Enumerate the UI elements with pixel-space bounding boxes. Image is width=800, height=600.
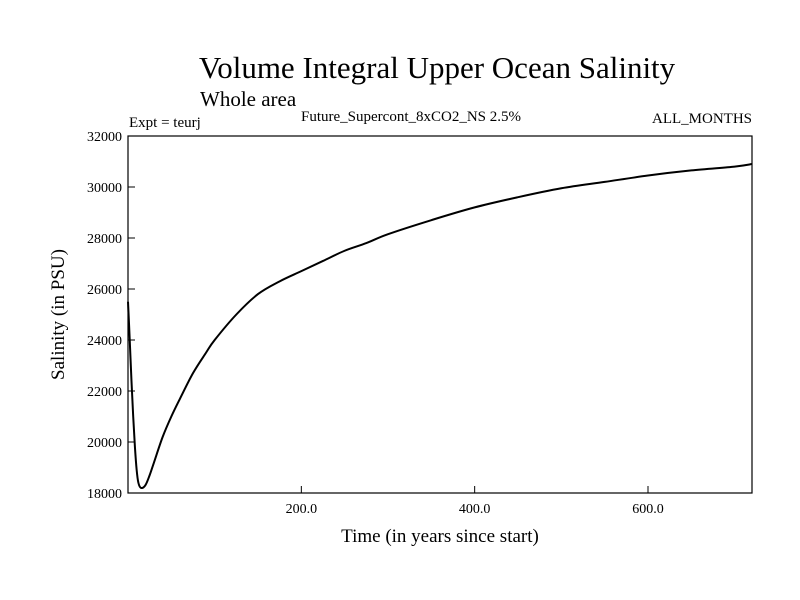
y-tick-label: 24000 bbox=[87, 334, 122, 349]
x-axis: 200.0 400.0 600.0 bbox=[286, 486, 664, 517]
y-tick-label: 18000 bbox=[87, 487, 122, 502]
run-label: Future_Supercont_8xCO2_NS 2.5% bbox=[301, 109, 521, 125]
series-group bbox=[127, 163, 753, 489]
y-tick-label: 20000 bbox=[87, 436, 122, 451]
experiment-label: Expt = teurj bbox=[129, 115, 201, 131]
x-tick-label: 400.0 bbox=[459, 502, 491, 517]
period-label: ALL_MONTHS bbox=[652, 111, 752, 127]
x-tick-label: 600.0 bbox=[632, 502, 664, 517]
y-axis-label: Salinity (in PSU) bbox=[48, 249, 69, 380]
x-axis-label: Time (in years since start) bbox=[341, 526, 539, 547]
y-tick-label: 28000 bbox=[87, 232, 122, 247]
chart-title: Volume Integral Upper Ocean Salinity bbox=[199, 50, 676, 85]
y-tick-label: 26000 bbox=[87, 283, 122, 298]
plot-frame bbox=[127, 135, 753, 494]
y-tick-label: 30000 bbox=[87, 181, 122, 196]
y-tick-label: 22000 bbox=[87, 385, 122, 400]
x-tick-label: 200.0 bbox=[286, 502, 318, 517]
y-tick-label: 32000 bbox=[87, 130, 122, 145]
salinity-series-line bbox=[127, 163, 753, 489]
chart-subtitle: Whole area bbox=[200, 87, 297, 111]
y-axis: 18000 20000 22000 24000 26000 28000 30000 32000 bbox=[87, 130, 135, 502]
